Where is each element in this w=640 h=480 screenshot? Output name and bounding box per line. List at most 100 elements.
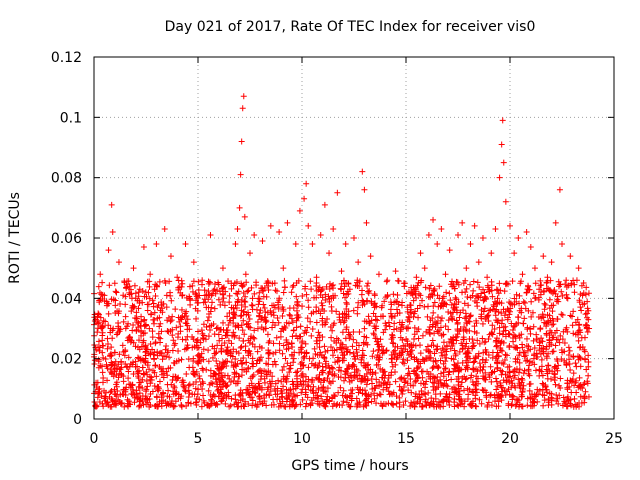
data-point xyxy=(403,290,410,297)
data-point xyxy=(440,339,447,346)
data-point xyxy=(473,293,480,300)
data-point xyxy=(412,286,419,293)
data-point xyxy=(319,302,326,309)
data-point xyxy=(584,305,591,312)
data-point xyxy=(141,316,148,323)
data-point xyxy=(312,361,319,368)
data-point xyxy=(528,313,535,320)
data-point xyxy=(214,401,221,408)
data-point xyxy=(99,279,106,286)
data-point xyxy=(205,358,212,365)
data-point xyxy=(364,341,371,348)
data-point xyxy=(509,401,516,408)
data-point xyxy=(462,343,469,350)
data-point xyxy=(431,299,438,306)
data-point xyxy=(392,369,399,376)
data-point xyxy=(140,244,147,251)
data-point xyxy=(470,342,477,349)
data-point xyxy=(400,356,407,363)
data-point xyxy=(247,394,254,401)
data-point xyxy=(585,358,592,365)
data-point xyxy=(227,402,234,409)
data-point xyxy=(483,394,490,401)
data-point xyxy=(191,371,198,378)
data-point xyxy=(330,392,337,399)
data-point xyxy=(168,297,175,304)
data-point xyxy=(577,393,584,400)
data-point xyxy=(360,377,367,384)
data-point xyxy=(368,376,375,383)
data-point xyxy=(348,377,355,384)
data-point xyxy=(212,350,219,357)
data-point xyxy=(301,330,308,337)
data-point xyxy=(217,288,224,295)
data-point xyxy=(283,390,290,397)
data-point xyxy=(380,369,387,376)
data-point xyxy=(127,381,134,388)
data-point xyxy=(365,399,372,406)
data-point xyxy=(480,363,487,370)
data-point xyxy=(507,305,514,312)
data-point xyxy=(280,326,287,333)
data-point xyxy=(583,321,590,328)
data-point xyxy=(189,344,196,351)
data-point xyxy=(193,291,200,298)
data-point xyxy=(455,393,462,400)
data-point xyxy=(324,393,331,400)
data-point xyxy=(407,382,414,389)
data-point xyxy=(426,327,433,334)
data-point xyxy=(112,288,119,295)
data-point xyxy=(103,361,110,368)
data-point xyxy=(178,277,185,284)
data-point xyxy=(272,380,279,387)
data-point xyxy=(151,356,158,363)
data-point xyxy=(443,398,450,405)
data-point xyxy=(362,375,369,382)
data-point xyxy=(144,278,151,285)
data-point xyxy=(382,320,389,327)
data-point xyxy=(415,314,422,321)
data-point xyxy=(228,280,235,287)
data-point xyxy=(254,401,261,408)
data-point xyxy=(452,334,459,341)
data-point xyxy=(193,401,200,408)
data-point xyxy=(440,360,447,367)
data-point xyxy=(105,322,112,329)
data-point xyxy=(113,381,120,388)
data-point xyxy=(419,403,426,410)
data-point xyxy=(131,282,138,289)
data-point xyxy=(538,282,545,289)
data-point xyxy=(349,361,356,368)
data-point xyxy=(415,335,422,342)
data-point xyxy=(199,335,206,342)
data-point xyxy=(305,364,312,371)
data-point xyxy=(110,373,117,380)
data-point xyxy=(446,401,453,408)
data-point xyxy=(582,388,589,395)
data-point xyxy=(138,313,145,320)
data-point xyxy=(163,292,170,299)
data-point xyxy=(109,335,116,342)
data-point xyxy=(218,285,225,292)
data-point xyxy=(395,278,402,285)
data-point xyxy=(466,318,473,325)
data-point xyxy=(126,289,133,296)
data-point xyxy=(559,241,565,248)
data-point xyxy=(448,376,455,383)
data-point xyxy=(251,384,258,391)
data-point xyxy=(462,315,469,322)
data-point xyxy=(179,280,186,287)
data-point xyxy=(302,285,309,292)
data-point xyxy=(205,387,212,394)
data-point xyxy=(452,294,459,301)
data-point xyxy=(473,320,480,327)
data-point xyxy=(321,307,328,314)
data-point xyxy=(259,315,266,322)
data-point xyxy=(154,283,161,290)
data-point xyxy=(277,402,284,409)
data-point xyxy=(211,370,218,377)
data-point xyxy=(196,375,203,382)
data-point xyxy=(297,344,304,351)
data-point xyxy=(307,318,314,325)
data-point xyxy=(512,358,519,365)
